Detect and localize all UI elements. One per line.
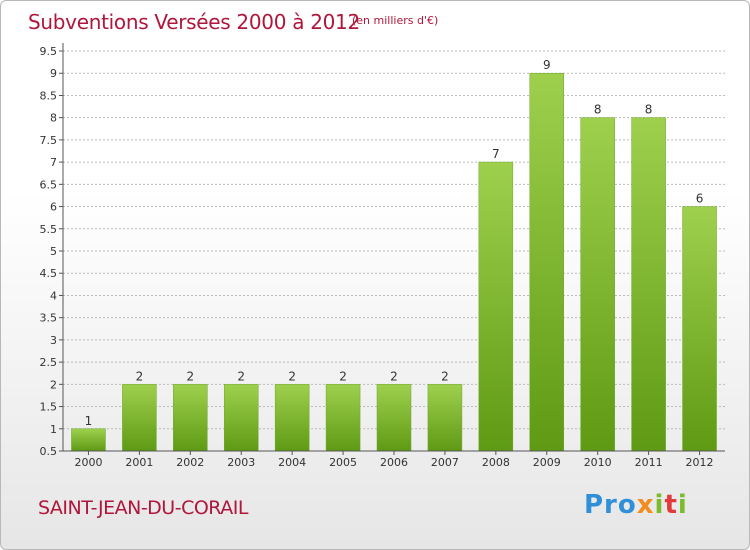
bar-value-label: 2 bbox=[288, 369, 296, 383]
y-tick-label: 5.5 bbox=[40, 223, 58, 236]
x-tick-label: 2003 bbox=[227, 456, 255, 469]
bar-2006 bbox=[376, 384, 412, 452]
bar-value-label: 9 bbox=[543, 58, 551, 72]
bar-2009 bbox=[529, 72, 565, 452]
y-tick-label: 4.5 bbox=[40, 267, 58, 280]
bar-value-label: 1 bbox=[85, 414, 93, 428]
y-tick-label: 7.5 bbox=[40, 134, 58, 147]
y-tick-label: 6 bbox=[50, 201, 57, 214]
bar-value-label: 6 bbox=[696, 192, 704, 206]
x-tick-label: 2012 bbox=[686, 456, 714, 469]
x-tick-label: 2002 bbox=[176, 456, 204, 469]
bar-value-label: 2 bbox=[136, 369, 144, 383]
bar-2011 bbox=[631, 117, 666, 452]
labels: 0.5 1 1.5 2 2.5 3 3.5 4 4.5 5 5.5 6 6.5 7 7.5 8 8.5 9 9.5 1… bbox=[40, 45, 714, 469]
x-tick-label: 2007 bbox=[431, 456, 459, 469]
bar-2002 bbox=[173, 384, 208, 452]
bar-2003 bbox=[223, 384, 259, 452]
y-tick-label: 2 bbox=[50, 378, 57, 391]
bar-2012 bbox=[682, 206, 717, 452]
axes bbox=[59, 43, 725, 455]
bar-value-label: 8 bbox=[645, 103, 653, 117]
x-tick-label: 2010 bbox=[584, 456, 612, 469]
bar-value-label: 2 bbox=[237, 369, 245, 383]
y-tick-label: 1 bbox=[50, 423, 57, 436]
bar-value-label: 2 bbox=[441, 369, 449, 383]
x-tick-label: 2009 bbox=[533, 456, 561, 469]
y-tick-label: 1.5 bbox=[40, 401, 58, 414]
chart-unit: (en milliers d'€) bbox=[352, 14, 439, 27]
x-tick-label: 2006 bbox=[380, 456, 408, 469]
x-tick-label: 2001 bbox=[125, 456, 153, 469]
x-tick-label: 2005 bbox=[329, 456, 357, 469]
bar-2000 bbox=[71, 428, 106, 452]
y-tick-label: 2.5 bbox=[40, 356, 58, 369]
bar-2007 bbox=[427, 384, 463, 452]
x-tick-label: 2011 bbox=[635, 456, 663, 469]
proxiti-logo: Proxiti bbox=[584, 490, 688, 520]
y-tick-label: 0.5 bbox=[40, 445, 58, 458]
bar-2001 bbox=[122, 384, 157, 452]
y-tick-label: 9.5 bbox=[40, 45, 58, 58]
bar-value-label: 2 bbox=[186, 369, 194, 383]
y-tick-label: 3.5 bbox=[40, 312, 58, 325]
chart-title: Subventions Versées 2000 à 2012 bbox=[28, 10, 360, 34]
y-tick-label: 9 bbox=[50, 67, 57, 80]
y-tick-label: 8 bbox=[50, 112, 57, 125]
bar-value-label: 8 bbox=[594, 103, 602, 117]
bar-value-label: 2 bbox=[390, 369, 398, 383]
bar-2008 bbox=[478, 161, 514, 452]
bar-value-label: 2 bbox=[339, 369, 347, 383]
bar-value-label: 7 bbox=[492, 147, 500, 161]
bar-2010 bbox=[580, 117, 615, 452]
bar-2005 bbox=[325, 384, 361, 452]
y-tick-label: 5 bbox=[50, 245, 57, 258]
y-tick-label: 7 bbox=[50, 156, 57, 169]
commune-name: SAINT-JEAN-DU-CORAIL bbox=[38, 497, 248, 519]
y-tick-label: 8.5 bbox=[40, 89, 58, 102]
y-tick-label: 3 bbox=[50, 334, 57, 347]
y-tick-label: 4 bbox=[50, 289, 57, 302]
x-tick-label: 2004 bbox=[278, 456, 306, 469]
bar-2004 bbox=[274, 384, 310, 452]
y-tick-label: 6.5 bbox=[40, 178, 58, 191]
x-tick-label: 2008 bbox=[482, 456, 510, 469]
bars bbox=[71, 72, 717, 452]
x-tick-label: 2000 bbox=[74, 456, 102, 469]
